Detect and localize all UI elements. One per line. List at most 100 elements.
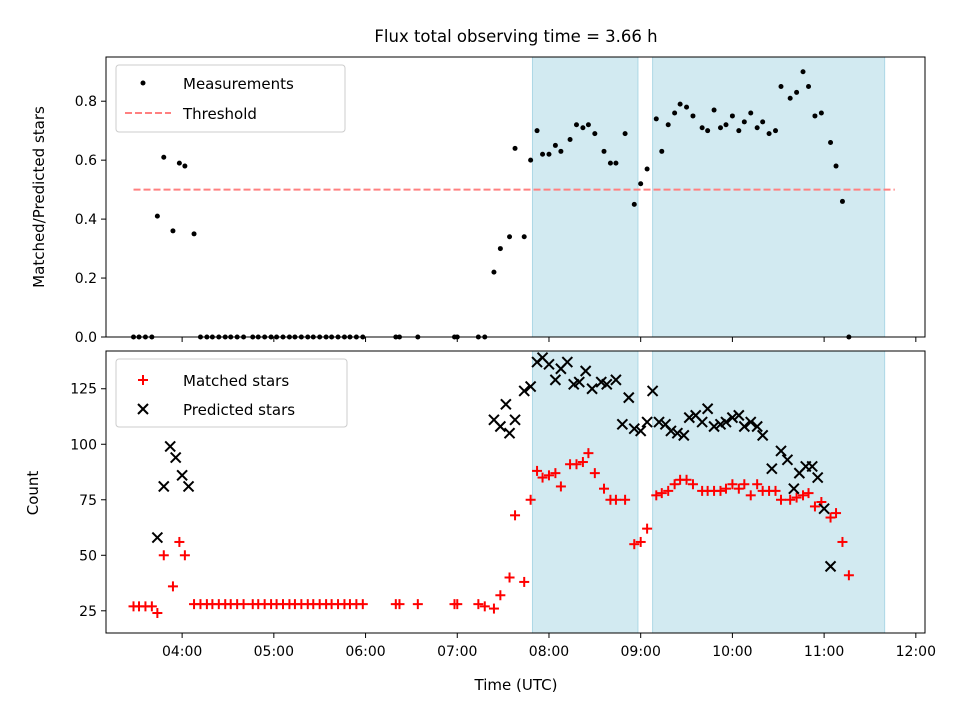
predicted-point <box>671 427 684 439</box>
y-tick-label: 50 <box>79 548 97 564</box>
y-tick-label: 0.4 <box>75 212 97 228</box>
predicted-point <box>678 429 690 442</box>
measurement-point <box>558 148 564 154</box>
measurement-point <box>665 122 671 128</box>
matched-point <box>537 472 548 483</box>
matched-point <box>770 485 781 496</box>
matched-point <box>629 539 640 550</box>
legend-matched-label: Matched stars <box>183 372 289 390</box>
measurement-point <box>653 116 659 122</box>
matched-point <box>739 479 750 490</box>
matched-point <box>837 536 848 547</box>
matched-point <box>577 457 588 468</box>
legend-top: Measurements Threshold <box>115 64 346 133</box>
measurement-point <box>677 101 683 107</box>
predicted-point <box>601 378 613 391</box>
measurement-point <box>794 89 800 95</box>
measurement-point <box>585 122 591 128</box>
predicted-point <box>494 420 507 433</box>
predicted-point <box>628 423 640 435</box>
predicted-point <box>665 425 677 437</box>
matched-point <box>663 485 674 496</box>
predicted-point <box>549 374 562 386</box>
measurement-point <box>613 160 619 166</box>
matched-point <box>610 494 621 505</box>
x-tick-label: 10:00 <box>712 644 752 660</box>
measurement-point <box>717 125 723 131</box>
legend-threshold-label: Threshold <box>182 105 257 123</box>
y-axis-label-top: Matched/Predicted stars <box>30 106 48 288</box>
legend-bottom: Matched stars Predicted stars <box>115 358 348 428</box>
matched-point <box>803 488 814 499</box>
measurement-point <box>644 166 650 172</box>
matched-point <box>733 483 744 494</box>
panel-bottom-x-axis: 04:00 05:00 06:00 07:00 08:00 09:00 10:00 11:00… <box>162 633 936 660</box>
matched-point <box>158 550 169 561</box>
x-tick-label: 08:00 <box>529 644 569 660</box>
predicted-point <box>806 460 818 473</box>
observing-window <box>652 56 886 338</box>
predicted-point <box>733 409 745 422</box>
panel-top: 0.00.20.40.60.8 Matched/Predicted stars … <box>30 56 926 346</box>
predicted-point <box>781 454 794 466</box>
legend-measurements-label: Measurements <box>183 75 294 93</box>
matched-point <box>488 603 499 614</box>
matched-point <box>656 488 667 499</box>
observing-window <box>531 350 639 634</box>
predicted-point <box>653 416 665 428</box>
measurement-point <box>622 131 628 137</box>
predicted-point <box>616 418 629 430</box>
x-tick-label: 11:00 <box>804 644 844 660</box>
matched-point <box>174 536 185 547</box>
matched-point <box>167 581 178 592</box>
measurement-point <box>161 154 167 160</box>
predicted-point <box>543 358 555 371</box>
matched-point <box>550 468 561 479</box>
measurement-point <box>507 234 513 240</box>
matched-point <box>495 590 506 601</box>
matched-point <box>412 599 423 610</box>
matched-point <box>519 576 530 587</box>
predicted-point <box>726 411 739 424</box>
matched-point <box>525 494 536 505</box>
measurement-point <box>534 128 540 134</box>
measurement-point <box>699 125 705 131</box>
panel-bottom-shading <box>531 350 886 634</box>
measurement-point <box>491 269 497 275</box>
measurement-point <box>773 128 779 134</box>
matched-point <box>791 492 802 503</box>
predicted-point <box>738 420 751 433</box>
measurement-point <box>748 110 754 116</box>
predicted-point <box>641 416 653 428</box>
measurement-point <box>497 246 503 252</box>
measurement-point <box>818 110 824 116</box>
x-tick-label: 04:00 <box>162 644 202 660</box>
measurement-point <box>638 181 644 187</box>
y-tick-label: 100 <box>70 437 97 453</box>
predicted-point <box>696 416 708 428</box>
measurement-point <box>592 131 598 137</box>
matched-point <box>843 570 854 581</box>
measurement-point <box>607 160 613 166</box>
matched-point <box>745 490 756 501</box>
measurement-point <box>723 122 729 128</box>
panel-top-shading <box>531 56 886 338</box>
matched-point <box>571 459 582 470</box>
x-tick-label: 09:00 <box>621 644 661 660</box>
measurement-point <box>601 148 607 154</box>
measurement-point <box>736 128 742 134</box>
measurement-point <box>546 151 552 157</box>
matched-point <box>798 490 809 501</box>
predicted-point <box>509 414 521 426</box>
y-tick-label: 0.8 <box>75 94 97 110</box>
panel-bottom-y-axis: 25 50 75 100 125 <box>70 382 106 620</box>
matched-point <box>620 494 631 505</box>
matched-point <box>543 470 554 481</box>
legend-predicted-label: Predicted stars <box>183 401 295 419</box>
measurement-point <box>778 83 784 89</box>
measurement-point <box>705 128 711 134</box>
panel-top-plot <box>131 69 895 340</box>
predicted-point <box>756 429 769 442</box>
predicted-point <box>169 451 182 464</box>
